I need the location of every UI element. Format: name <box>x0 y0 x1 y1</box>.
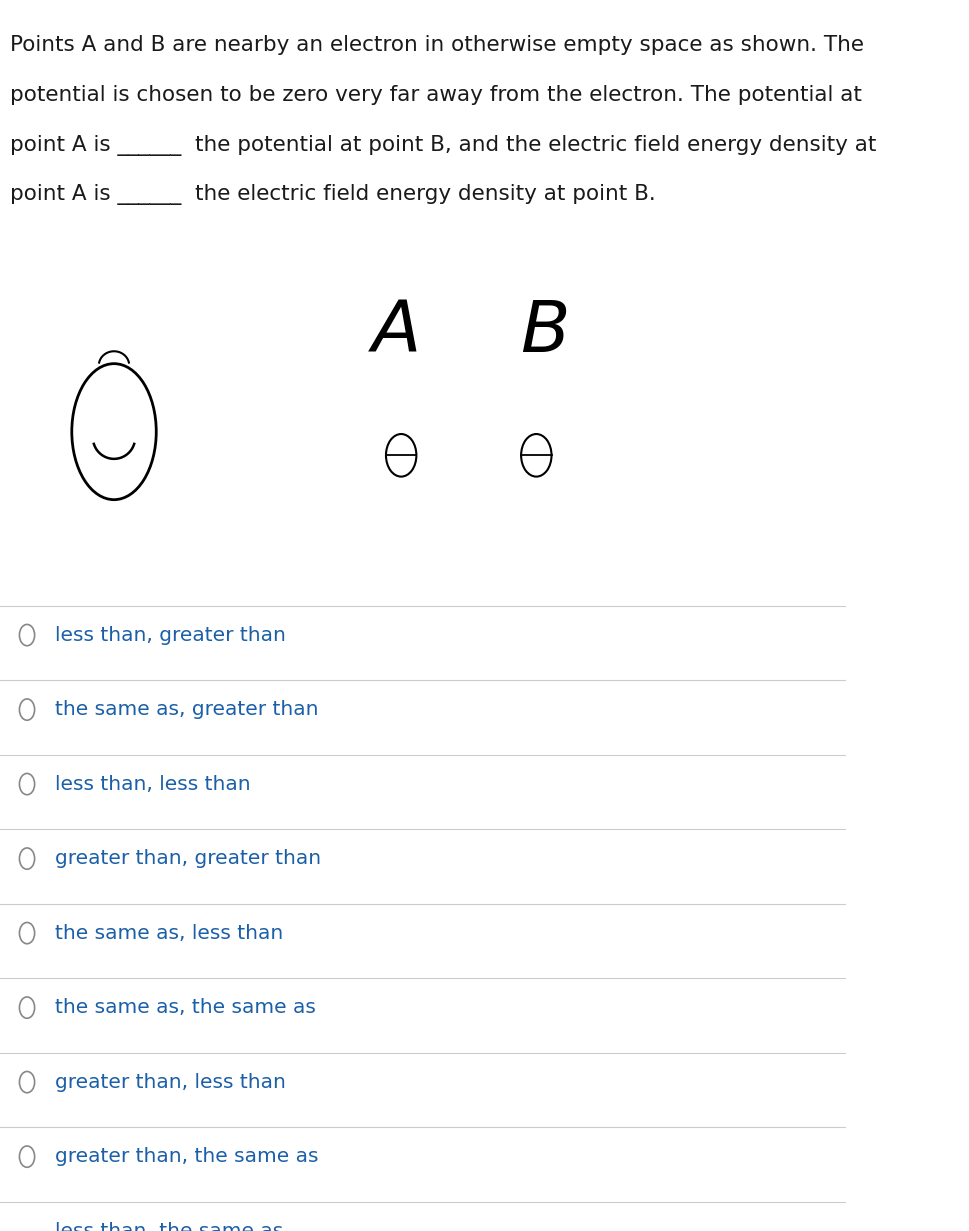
Text: potential is chosen to be zero very far away from the electron. The potential at: potential is chosen to be zero very far … <box>10 85 862 105</box>
Text: the same as, less than: the same as, less than <box>55 923 283 943</box>
Text: greater than, the same as: greater than, the same as <box>55 1147 319 1166</box>
Text: less than, greater than: less than, greater than <box>55 625 286 645</box>
Text: B: B <box>520 298 570 367</box>
Text: point A is ______  the electric field energy density at point B.: point A is ______ the electric field ene… <box>10 185 656 206</box>
Text: the same as, the same as: the same as, the same as <box>55 998 316 1017</box>
Text: greater than, less than: greater than, less than <box>55 1072 286 1092</box>
Text: less than, less than: less than, less than <box>55 774 251 794</box>
Text: less than, the same as: less than, the same as <box>55 1221 283 1231</box>
Text: A: A <box>372 298 422 367</box>
Text: Points A and B are nearby an electron in otherwise empty space as shown. The: Points A and B are nearby an electron in… <box>10 36 864 55</box>
Text: the same as, greater than: the same as, greater than <box>55 700 319 719</box>
Text: greater than, greater than: greater than, greater than <box>55 849 321 868</box>
Text: point A is ______  the potential at point B, and the electric field energy densi: point A is ______ the potential at point… <box>10 135 877 156</box>
